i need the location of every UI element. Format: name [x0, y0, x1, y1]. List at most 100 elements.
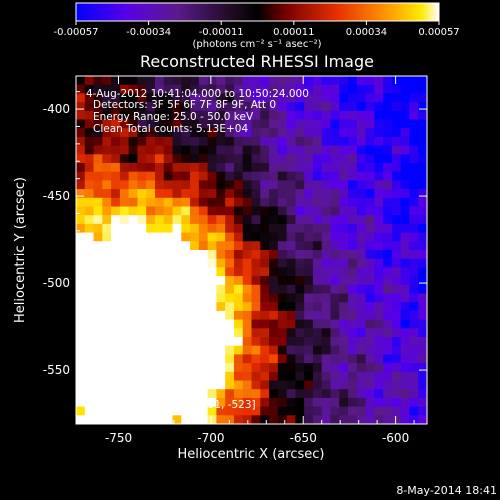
heatmap-cell	[374, 302, 384, 312]
heatmap-cell	[383, 119, 393, 129]
heatmap-cell	[207, 406, 218, 416]
heatmap-cell	[93, 345, 103, 355]
heatmap-cell	[172, 302, 182, 312]
heatmap-cell	[260, 180, 270, 190]
heatmap-cell	[137, 76, 147, 86]
heatmap-cell	[119, 215, 130, 225]
heatmap-cell	[304, 102, 314, 112]
heatmap-cell	[260, 293, 270, 303]
heatmap-cell	[286, 102, 296, 112]
heatmap-cell	[365, 119, 375, 129]
heatmap-cell	[330, 397, 340, 408]
heatmap-cell	[304, 389, 314, 399]
heatmap-cell	[172, 145, 182, 155]
heatmap-cell	[365, 397, 375, 408]
heatmap-cell	[137, 302, 147, 312]
heatmap-cell	[277, 136, 288, 147]
heatmap-cell	[119, 302, 130, 312]
heatmap-cell	[93, 241, 103, 251]
heatmap-cell	[295, 119, 305, 129]
heatmap-cell	[312, 171, 323, 181]
heatmap-cell	[137, 397, 147, 408]
heatmap-cell	[93, 189, 103, 199]
heatmap-cell	[400, 380, 411, 390]
heatmap-cell	[181, 171, 191, 181]
heatmap-cell	[76, 250, 86, 260]
heatmap-cell	[146, 276, 156, 286]
heatmap-cell	[260, 223, 270, 234]
heatmap-cell	[146, 284, 156, 295]
heatmap-cell	[181, 276, 191, 286]
heatmap-cell	[76, 363, 86, 373]
heatmap-cell	[93, 310, 103, 321]
heatmap-cell	[181, 406, 191, 416]
heatmap-cell	[225, 406, 235, 416]
heatmap-cell	[216, 76, 226, 86]
heatmap-cell	[286, 163, 296, 173]
heatmap-cell	[181, 180, 191, 190]
heatmap-cell	[374, 258, 384, 268]
heatmap-cell	[181, 232, 191, 242]
heatmap-cell	[383, 397, 393, 408]
heatmap-cell	[409, 267, 419, 277]
heatmap-cell	[295, 337, 305, 347]
heatmap-cell	[225, 145, 235, 155]
heatmap-cell	[128, 267, 139, 277]
heatmap-cell	[391, 250, 402, 260]
heatmap-cell	[251, 163, 261, 173]
heatmap-cell	[374, 232, 384, 242]
heatmap-cell	[269, 337, 279, 347]
heatmap-cell	[260, 258, 270, 268]
heatmap-cell	[374, 337, 384, 347]
heatmap-cell	[260, 102, 270, 112]
heatmap-cell	[330, 215, 340, 225]
heatmap-cell	[251, 154, 261, 164]
heatmap-cell	[207, 319, 218, 329]
heatmap-cell	[111, 250, 121, 260]
heatmap-cell	[348, 380, 358, 390]
heatmap-cell	[146, 397, 156, 408]
heatmap-cell	[119, 380, 130, 390]
heatmap-cell	[286, 397, 296, 408]
heatmap-cell	[102, 154, 112, 164]
heatmap-cell	[93, 215, 103, 225]
heatmap-cell	[242, 406, 253, 416]
heatmap-cell	[409, 84, 419, 94]
heatmap-cell	[102, 380, 112, 390]
heatmap-cell	[84, 284, 95, 295]
heatmap-cell	[312, 276, 323, 286]
heatmap-cell	[365, 180, 375, 190]
heatmap-cell	[172, 337, 182, 347]
heatmap-cell	[111, 337, 121, 347]
heatmap-cell	[154, 154, 165, 164]
heatmap-cell	[365, 163, 375, 173]
heatmap-cell	[383, 102, 393, 112]
heatmap-cell	[269, 128, 279, 138]
heatmap-cell	[304, 110, 314, 121]
heatmap-cell	[216, 354, 226, 364]
heatmap-cell	[216, 154, 226, 164]
heatmap-cell	[365, 76, 375, 86]
heatmap-cell	[190, 371, 200, 382]
heatmap-cell	[251, 276, 261, 286]
heatmap-cell	[277, 319, 288, 329]
heatmap-cell	[400, 110, 411, 121]
heatmap-cell	[251, 302, 261, 312]
heatmap-cell	[172, 284, 182, 295]
heatmap-cell	[295, 328, 305, 338]
heatmap-cell	[216, 363, 226, 373]
heatmap-cell	[146, 328, 156, 338]
heatmap-cell	[216, 284, 226, 295]
heatmap-cell	[277, 145, 288, 155]
heatmap-cell	[198, 223, 209, 234]
heatmap-cell	[181, 93, 191, 103]
heatmap-cell	[242, 223, 253, 234]
heatmap-cell	[400, 284, 411, 295]
heatmap-cell	[295, 110, 305, 121]
heatmap-cell	[84, 397, 95, 408]
heatmap-cell	[348, 406, 358, 416]
heatmap-cell	[76, 206, 86, 216]
heatmap-cell	[277, 171, 288, 181]
heatmap-cell	[128, 345, 139, 355]
heatmap-cell	[365, 319, 375, 329]
